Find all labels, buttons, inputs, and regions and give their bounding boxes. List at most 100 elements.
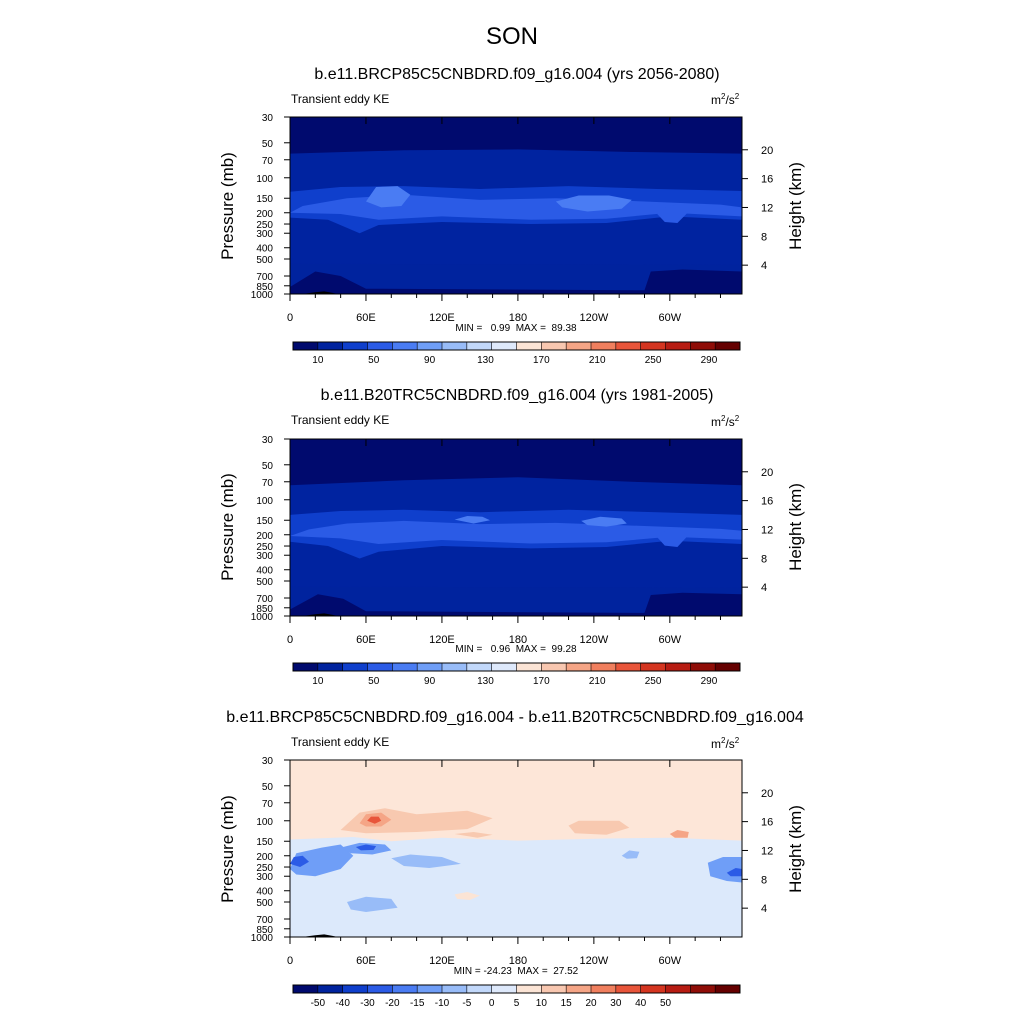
x-tick-label: 180 — [509, 955, 527, 967]
colorbar-label: -50 — [311, 998, 326, 1009]
contour-region — [581, 516, 627, 527]
colorbar-label: 90 — [424, 355, 436, 366]
x-tick-label: 120W — [579, 312, 608, 324]
contour-region — [391, 854, 461, 868]
contour-region — [657, 528, 688, 547]
contour-region — [366, 186, 411, 208]
colorbar-label: -30 — [360, 998, 375, 1009]
colorbar-swatch — [317, 342, 343, 350]
height-tick-label: 20 — [761, 788, 773, 800]
colorbar-swatch — [541, 342, 567, 350]
y-axis-label: Pressure (mb) — [218, 152, 237, 260]
panel-hist: b.e11.B20TRC5CNBDRD.f09_g16.004 (yrs 198… — [218, 387, 805, 687]
colorbar: 10 50 90 130 170 210 250 290 — [292, 341, 741, 366]
panel-difference: b.e11.BRCP85C5CNBDRD.f09_g16.004 - b.e11… — [218, 709, 805, 1009]
colorbar-label: 50 — [368, 355, 380, 366]
plot-frame — [289, 759, 743, 938]
x-tick-label: 120E — [429, 634, 455, 646]
contour-region — [290, 520, 742, 544]
colorbar-swatch — [566, 985, 592, 993]
colorbar-swatch — [516, 985, 542, 993]
colorbar-label: 130 — [477, 676, 494, 687]
min-max-stats: MIN = 0.96 MAX = 99.28 — [455, 644, 577, 655]
y-tick-label: 700 — [256, 915, 273, 926]
colorbar-swatch — [640, 663, 666, 671]
x-tick-label: 60W — [659, 955, 682, 967]
colorbar-swatch — [516, 342, 542, 350]
colorbar-label: 10 — [312, 355, 324, 366]
x-tick-label: 120E — [429, 312, 455, 324]
colorbar-swatch — [342, 342, 368, 350]
x-tick-label: 120E — [429, 955, 455, 967]
y-tick-label: 50 — [262, 461, 274, 472]
colorbar-label: 30 — [610, 998, 622, 1009]
colorbar-swatch — [442, 342, 468, 350]
colorbar-label: 50 — [368, 676, 380, 687]
colorbar-swatch — [715, 342, 741, 350]
colorbar: -50 -40 -30 -20 -15 -10 -5 0 5 10 15 20 30 40 50 — [292, 984, 741, 1009]
height-tick-label: 12 — [761, 202, 773, 214]
colorbar-swatch — [491, 342, 517, 350]
colorbar-label: 210 — [589, 676, 606, 687]
contour-region — [355, 844, 377, 851]
height-tick-label: 20 — [761, 467, 773, 479]
colorbar-label: 50 — [660, 998, 672, 1009]
x-tick-label: 60E — [356, 312, 376, 324]
y-tick-label: 150 — [256, 837, 273, 848]
colorbar-swatch — [491, 663, 517, 671]
units-label: m2/s2 — [711, 414, 740, 429]
colorbar-swatch — [367, 342, 393, 350]
colorbar-swatch — [615, 663, 641, 671]
panel-subtitle: Transient eddy KE — [291, 92, 389, 106]
colorbar-label: 10 — [536, 998, 548, 1009]
colorbar-swatch — [715, 663, 741, 671]
panel-subtitle: Transient eddy KE — [291, 413, 389, 427]
colorbar-label: 170 — [533, 355, 550, 366]
y-axis-label: Pressure (mb) — [218, 795, 237, 903]
colorbar-label: 130 — [477, 355, 494, 366]
x-tick-label: 60W — [659, 312, 682, 324]
height-tick-label: 16 — [761, 496, 773, 508]
colorbar-label: -10 — [435, 998, 450, 1009]
height-tick-label: 4 — [761, 903, 767, 915]
colorbar-swatch — [392, 663, 418, 671]
colorbar-label: 250 — [645, 676, 662, 687]
colorbar-swatch — [516, 663, 542, 671]
colorbar-swatch — [690, 985, 716, 993]
colorbar-swatch — [566, 663, 592, 671]
colorbar-swatch — [367, 985, 393, 993]
colorbar-swatch — [417, 985, 443, 993]
panel-subtitle: Transient eddy KE — [291, 735, 389, 749]
topography-mask — [302, 934, 339, 937]
colorbar-swatch — [317, 663, 343, 671]
y-tick-label: 250 — [256, 863, 273, 874]
colorbar-swatch — [665, 663, 691, 671]
colorbar-label: 210 — [589, 355, 606, 366]
x-tick-label: 60E — [356, 955, 376, 967]
y-tick-label: 30 — [262, 756, 274, 767]
contour-region — [367, 816, 382, 824]
y-tick-label: 300 — [256, 551, 273, 562]
colorbar-swatch — [715, 985, 741, 993]
y-tick-label: 70 — [262, 156, 274, 167]
y-tick-label: 1000 — [251, 290, 274, 301]
panel-title: b.e11.B20TRC5CNBDRD.f09_g16.004 (yrs 198… — [321, 387, 714, 404]
contour-region — [290, 586, 742, 616]
y-tick-label: 50 — [262, 139, 274, 150]
colorbar-label: 0 — [489, 998, 495, 1009]
colorbar-swatch — [466, 342, 492, 350]
y-tick-label: 250 — [256, 220, 273, 231]
colorbar-label: 290 — [701, 676, 718, 687]
y-tick-label: 200 — [256, 531, 273, 542]
y-tick-label: 250 — [256, 542, 273, 553]
colorbar-swatch — [392, 985, 418, 993]
y-tick-label: 500 — [256, 255, 273, 266]
colorbar-label: 40 — [635, 998, 647, 1009]
height-tick-label: 4 — [761, 260, 767, 272]
units-label: m2/s2 — [711, 736, 740, 751]
y-tick-label: 500 — [256, 577, 273, 588]
contour-region — [290, 117, 742, 154]
